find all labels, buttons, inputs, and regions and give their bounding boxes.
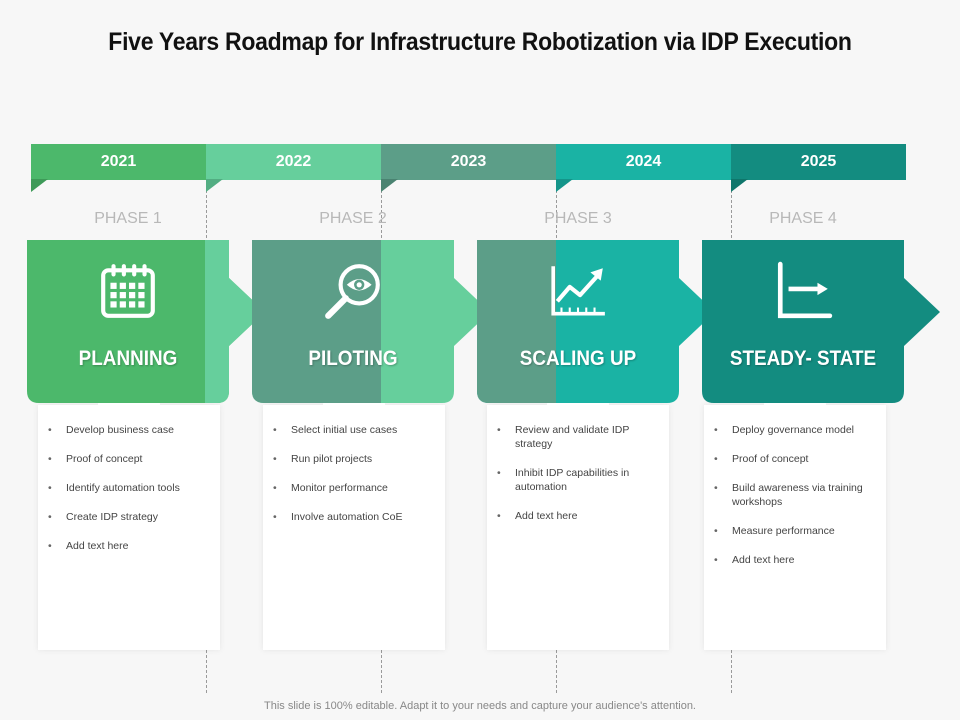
list-item: Create IDP strategy xyxy=(46,510,212,524)
list-item: Monitor performance xyxy=(271,481,437,495)
phase-box-piloting: PILOTING xyxy=(252,240,490,403)
phase-label-3: PHASE 3 xyxy=(544,210,612,227)
list-item: Involve automation CoE xyxy=(271,510,437,524)
footer-note: This slide is 100% editable. Adapt it to… xyxy=(264,700,696,712)
magnifier-eye-icon xyxy=(325,264,380,319)
list-item: Develop business case xyxy=(46,423,212,437)
year-label: 2025 xyxy=(800,153,837,170)
year-band-2025: 2025 xyxy=(731,144,906,180)
year-band-2023: 2023 xyxy=(381,144,556,180)
list-item: Inhibit IDP capabilities in automation xyxy=(495,466,661,494)
list-item: Add text here xyxy=(495,509,661,523)
list-item: Proof of concept xyxy=(712,452,878,466)
list-item: Build awareness via training workshops xyxy=(712,481,878,509)
list-item: Add text here xyxy=(46,539,212,553)
year-band-2022: 2022 xyxy=(206,144,381,180)
phase-card-1: Develop business case Proof of concept I… xyxy=(38,405,220,650)
year-label: 2024 xyxy=(625,153,662,170)
list-item: Select initial use cases xyxy=(271,423,437,437)
list-item: Add text here xyxy=(712,553,878,567)
phase-label-4: PHASE 4 xyxy=(769,210,837,227)
phase-card-4: Deploy governance model Proof of concept… xyxy=(704,405,886,650)
year-band-2024: 2024 xyxy=(556,144,731,180)
phase-box-planning: PLANNING xyxy=(27,240,265,403)
list-item: Deploy governance model xyxy=(712,423,878,437)
list-item: Review and validate IDP strategy xyxy=(495,423,661,451)
list-item: Proof of concept xyxy=(46,452,212,466)
phase-title: PLANNING xyxy=(78,347,178,370)
list-item: Identify automation tools xyxy=(46,481,212,495)
calendar-icon xyxy=(101,264,155,318)
year-flag-tails xyxy=(31,179,748,192)
phase-box-scaling-up: SCALING UP xyxy=(477,240,715,403)
phase-label-1: PHASE 1 xyxy=(94,210,162,227)
year-label: 2023 xyxy=(450,153,487,170)
phase-card-3: Review and validate IDP strategy Inhibit… xyxy=(487,405,669,650)
growth-chart-icon xyxy=(551,266,605,316)
phase-label-2: PHASE 2 xyxy=(319,210,387,227)
list-item: Run pilot projects xyxy=(271,452,437,466)
year-label: 2022 xyxy=(275,153,312,170)
year-label: 2021 xyxy=(100,153,137,170)
phase-title: STEADY- STATE xyxy=(729,347,877,370)
list-item: Measure performance xyxy=(712,524,878,538)
axis-arrow-icon xyxy=(777,261,833,319)
phase-title: PILOTING xyxy=(308,347,398,370)
slide-title: Five Years Roadmap for Infrastructure Ro… xyxy=(108,28,852,56)
phase-title: SCALING UP xyxy=(519,347,637,370)
phase-box-steady-state: STEADY- STATE xyxy=(702,240,940,403)
year-band-2021: 2021 xyxy=(31,144,206,180)
phase-card-2: Select initial use cases Run pilot proje… xyxy=(263,405,445,650)
